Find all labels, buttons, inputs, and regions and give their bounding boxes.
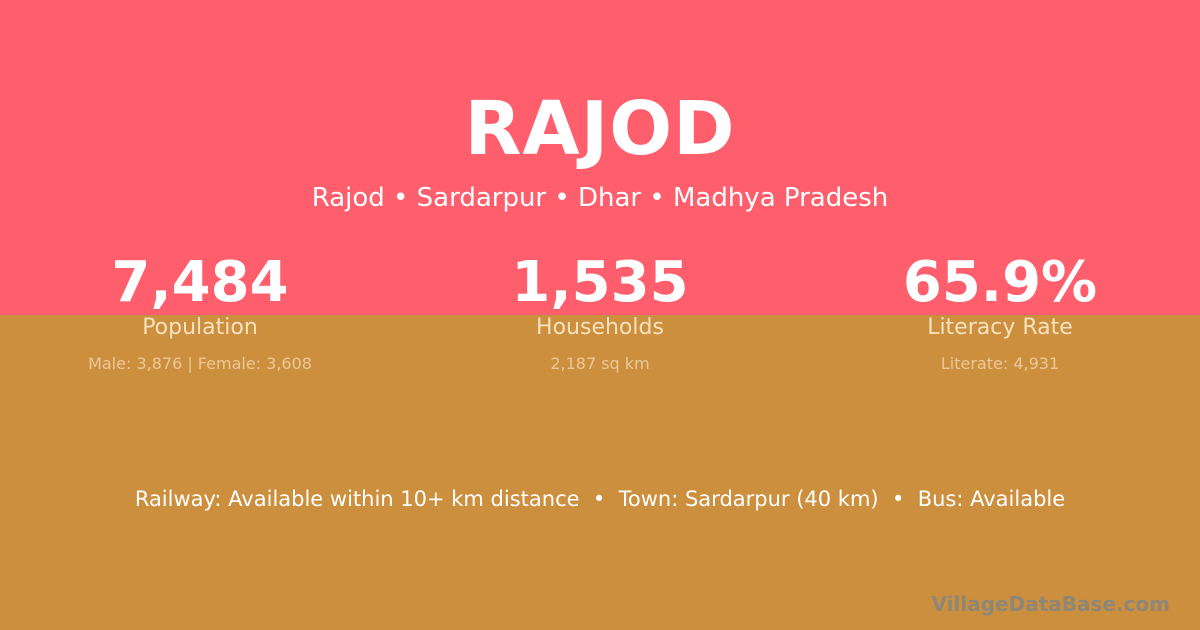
header-band bbox=[0, 0, 1200, 315]
stat-label: Literacy Rate bbox=[927, 315, 1073, 340]
amenities-line: Railway: Available within 10+ km distanc… bbox=[134, 487, 1066, 511]
stat-detail: 2,187 sq km bbox=[550, 354, 650, 373]
stat-detail: Male: 3,876 | Female: 3,608 bbox=[88, 354, 312, 373]
stat-value: 1,535 bbox=[511, 250, 689, 315]
village-title: RAJOD bbox=[464, 86, 736, 172]
location-breadcrumb: Rajod • Sardarpur • Dhar • Madhya Prades… bbox=[311, 183, 889, 213]
stat-detail: Literate: 4,931 bbox=[940, 354, 1060, 373]
brand-watermark: VillageDataBase.com bbox=[931, 592, 1170, 616]
stat-label: Households bbox=[536, 315, 664, 340]
footer-band bbox=[0, 315, 1200, 630]
stat-value: 65.9% bbox=[902, 250, 1098, 315]
stat-label: Population bbox=[142, 315, 258, 340]
stat-value: 7,484 bbox=[111, 250, 289, 315]
